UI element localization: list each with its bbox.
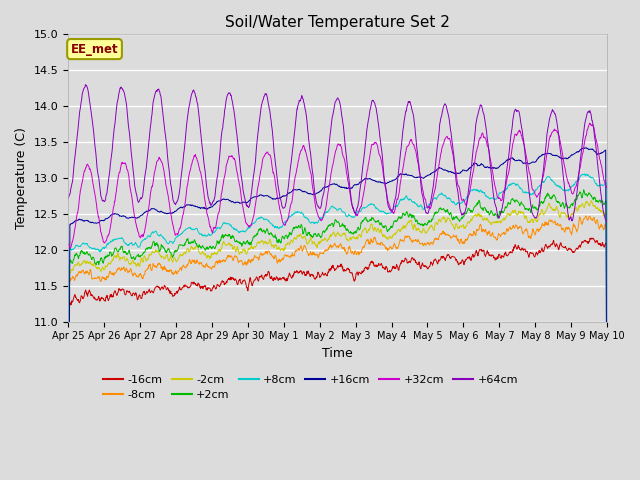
+32cm (184, 177, 192, 182)
+2cm (171, 248, 179, 253)
-8cm (184, 262, 192, 267)
+32cm (64, 241, 72, 247)
X-axis label: Time: Time (322, 347, 353, 360)
+8cm (171, 237, 179, 243)
+32cm (604, 184, 611, 190)
+2cm (492, 211, 499, 216)
+16cm (244, 199, 252, 204)
-2cm (421, 229, 429, 235)
-2cm (540, 211, 547, 216)
+8cm (421, 205, 429, 211)
+32cm (586, 120, 594, 126)
Legend: -16cm, -8cm, -2cm, +2cm, +8cm, +16cm, +32cm, +64cm: -16cm, -8cm, -2cm, +2cm, +8cm, +16cm, +3… (99, 370, 522, 405)
-16cm (64, 333, 72, 339)
+64cm (422, 207, 429, 213)
Line: +8cm: +8cm (68, 174, 607, 336)
Line: -8cm: -8cm (68, 216, 607, 336)
Line: +2cm: +2cm (68, 190, 607, 336)
+16cm (421, 174, 429, 180)
-16cm (588, 235, 595, 241)
+32cm (172, 232, 179, 238)
-16cm (244, 285, 252, 290)
+8cm (604, 333, 611, 339)
Text: EE_met: EE_met (71, 43, 118, 56)
-2cm (171, 255, 179, 261)
+64cm (540, 167, 547, 172)
-2cm (64, 333, 72, 339)
-2cm (604, 333, 611, 339)
Line: -16cm: -16cm (68, 238, 607, 336)
+64cm (64, 195, 72, 201)
+32cm (67, 245, 74, 251)
+32cm (422, 196, 429, 202)
Line: +16cm: +16cm (68, 148, 607, 336)
+16cm (64, 333, 72, 339)
+2cm (540, 200, 547, 206)
+32cm (492, 187, 500, 193)
+8cm (581, 171, 589, 177)
-8cm (421, 241, 429, 247)
-2cm (244, 246, 252, 252)
-8cm (492, 234, 499, 240)
+8cm (184, 226, 192, 231)
+32cm (244, 223, 252, 229)
+16cm (582, 145, 590, 151)
-16cm (540, 249, 547, 254)
-2cm (492, 219, 499, 225)
+8cm (244, 225, 252, 230)
+2cm (184, 235, 192, 241)
-8cm (604, 333, 611, 339)
-16cm (604, 333, 611, 339)
-8cm (64, 333, 72, 339)
+16cm (540, 152, 547, 157)
-8cm (171, 270, 179, 276)
+64cm (603, 219, 611, 225)
-2cm (588, 198, 595, 204)
+2cm (64, 333, 72, 339)
+64cm (184, 109, 192, 115)
+64cm (492, 204, 500, 210)
+2cm (244, 241, 252, 247)
+64cm (172, 201, 179, 207)
Line: -2cm: -2cm (68, 201, 607, 336)
+32cm (540, 173, 547, 179)
+2cm (421, 220, 429, 226)
+8cm (64, 333, 72, 339)
-2cm (184, 246, 192, 252)
+16cm (184, 202, 192, 207)
+8cm (540, 180, 547, 185)
+64cm (82, 82, 90, 87)
-8cm (540, 223, 547, 228)
Line: +32cm: +32cm (68, 123, 607, 248)
+2cm (580, 187, 588, 192)
+64cm (244, 204, 252, 210)
+64cm (604, 218, 611, 224)
-16cm (184, 284, 192, 290)
Title: Soil/Water Temperature Set 2: Soil/Water Temperature Set 2 (225, 15, 450, 30)
+16cm (492, 165, 499, 171)
Y-axis label: Temperature (C): Temperature (C) (15, 127, 28, 228)
+16cm (171, 208, 179, 214)
+8cm (492, 196, 499, 202)
-16cm (171, 290, 179, 296)
-16cm (421, 264, 429, 270)
-8cm (582, 213, 589, 219)
Line: +64cm: +64cm (68, 84, 607, 222)
+16cm (604, 333, 611, 339)
-16cm (492, 256, 499, 262)
-8cm (244, 257, 252, 263)
+2cm (604, 333, 611, 339)
